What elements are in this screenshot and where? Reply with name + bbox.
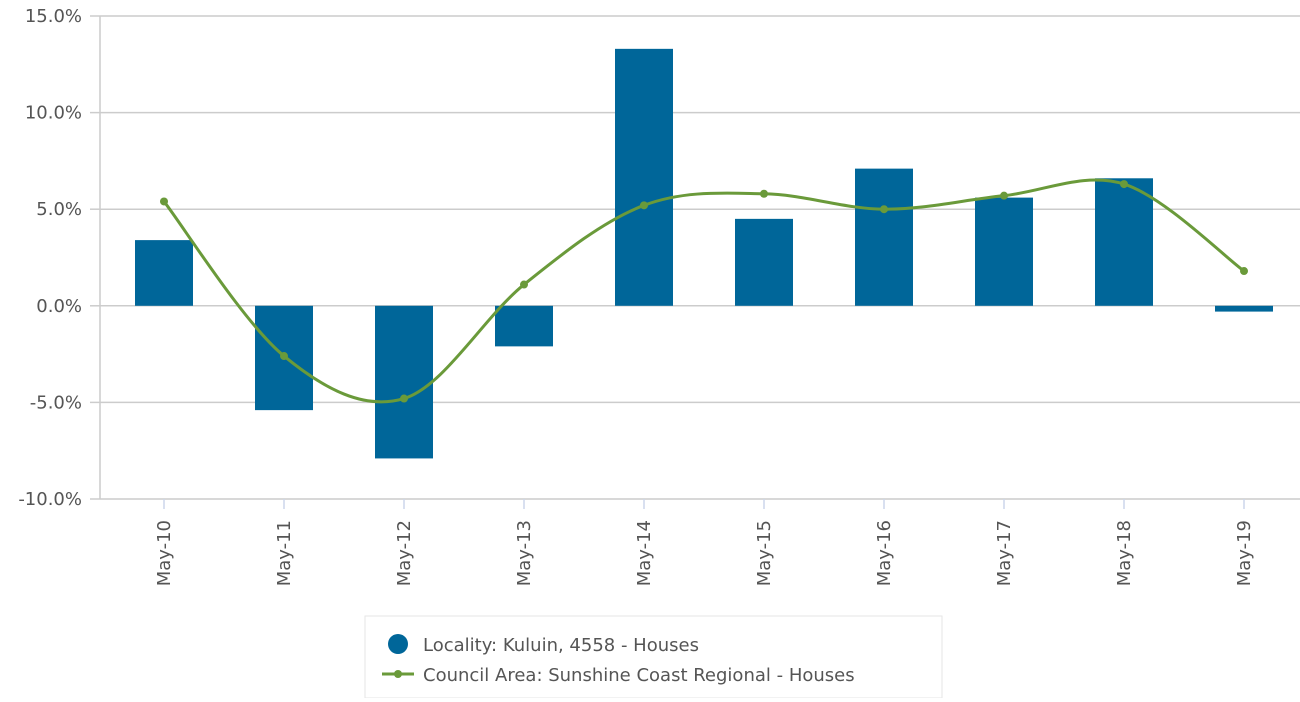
line-point	[760, 189, 768, 198]
line-point	[640, 201, 648, 210]
x-tick-label: May-14	[634, 520, 655, 586]
y-tick-label: -5.0%	[30, 392, 82, 413]
y-tick-label: 0.0%	[36, 296, 82, 317]
bar	[135, 240, 193, 306]
legend-label: Locality: Kuluin, 4558 - Houses	[423, 635, 699, 656]
bar	[1215, 305, 1273, 312]
bar	[615, 48, 673, 306]
x-tick-label: May-16	[874, 520, 895, 586]
legend-label: Council Area: Sunshine Coast Regional - …	[423, 665, 855, 686]
line-point	[280, 352, 288, 361]
x-tick-label: May-11	[274, 520, 295, 586]
line-point	[1120, 180, 1128, 189]
bar	[375, 305, 433, 459]
line-point	[520, 280, 528, 289]
x-tick-label: May-13	[514, 520, 535, 586]
x-tick-label: May-18	[1114, 520, 1135, 586]
bar	[855, 168, 913, 306]
x-tick-label: May-19	[1234, 520, 1255, 586]
bar	[495, 305, 553, 347]
line-point	[1000, 191, 1008, 200]
y-tick-label: 5.0%	[36, 199, 82, 220]
legend-box	[364, 615, 943, 699]
bar	[1095, 178, 1153, 306]
line-point	[400, 394, 408, 403]
x-tick-label: May-15	[754, 520, 775, 586]
line-point	[160, 197, 168, 206]
legend-marker	[388, 634, 408, 654]
y-tick-label: -10.0%	[18, 489, 82, 510]
legend-marker	[394, 670, 402, 678]
x-tick-label: May-17	[994, 520, 1015, 586]
bar	[975, 197, 1033, 306]
legend: Locality: Kuluin, 4558 - Houses Council A…	[382, 634, 855, 686]
x-tick-label: May-12	[394, 520, 415, 586]
x-tick-label: May-10	[154, 520, 175, 586]
line-point	[1240, 267, 1248, 276]
line	[162, 178, 1245, 404]
line-point	[880, 205, 888, 214]
y-tick-label: 15.0%	[25, 6, 82, 27]
marks	[135, 48, 1273, 459]
bar	[735, 218, 793, 306]
y-tick-label: 10.0%	[25, 103, 82, 124]
